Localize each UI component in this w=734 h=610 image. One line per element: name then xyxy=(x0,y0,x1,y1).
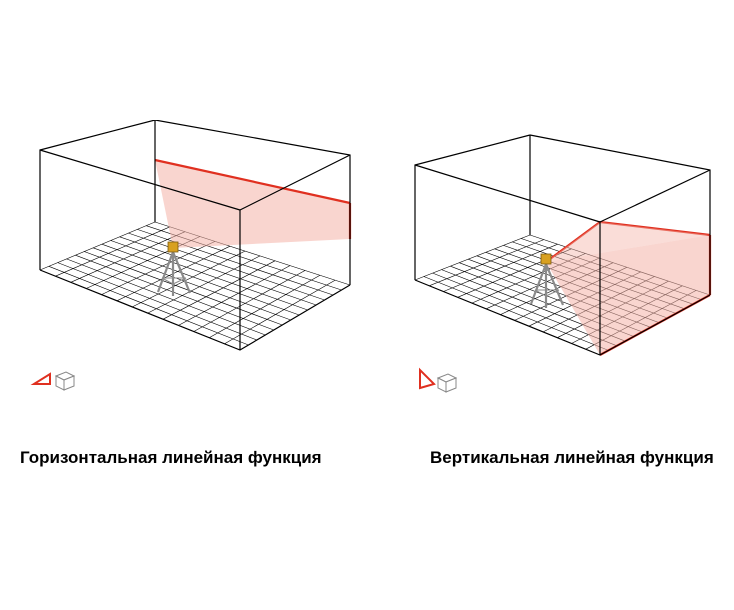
mode-icon-vertical xyxy=(420,370,456,392)
caption-horizontal: Горизонтальная линейная функция xyxy=(20,448,322,468)
room-vertical-svg xyxy=(390,130,725,420)
diagram-container: { "panels": { "left": { "caption": "Гори… xyxy=(0,0,734,610)
caption-vertical: Вертикальная линейная функция xyxy=(430,448,714,468)
panel-horizontal xyxy=(10,120,360,420)
room-horizontal-svg xyxy=(10,120,360,420)
panel-vertical xyxy=(390,130,725,420)
mode-icon-horizontal xyxy=(34,372,74,390)
